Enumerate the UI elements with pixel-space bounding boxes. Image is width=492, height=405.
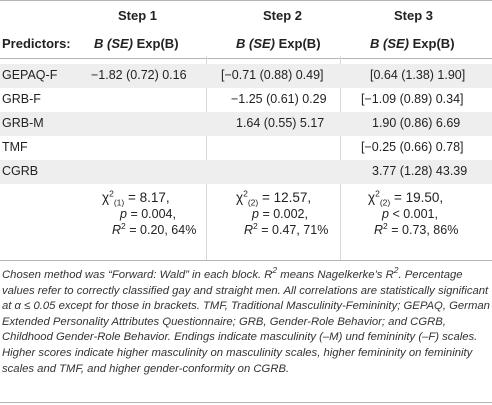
step-1-header: Step 1: [118, 8, 158, 23]
table-row: GEPAQ-F −1.82 (0.72) 0.16 [−0.71 (0.88) …: [0, 64, 492, 88]
step-1-col-label: B (SE) Exp(B): [94, 36, 179, 51]
step-3-col-label: B (SE) Exp(B): [370, 36, 455, 51]
predictors-header: Predictors:: [2, 36, 71, 51]
footnote-bottom-rule: [0, 402, 492, 403]
table-bottom-rule: [0, 260, 492, 261]
table-row: GRB-M 1.64 (0.55) 5.17 1.90 (0.86) 6.69: [0, 112, 492, 136]
table-row: CGRB 3.77 (1.28) 43.39: [0, 160, 492, 184]
step-2-header: Step 2: [263, 8, 303, 23]
header-bottom-rule: [0, 58, 492, 59]
step-3-cell: [−1.09 (0.89) 0.34]: [361, 92, 464, 106]
predictor-cell: TMF: [2, 140, 28, 154]
step-3-cell: 1.90 (0.86) 6.69: [372, 116, 461, 130]
model-fit-step-1: χ2(1) = 8.17, p = 0.004, R2 = 0.20, 64%: [102, 188, 197, 237]
step-2-cell: [−0.71 (0.88) 0.49]: [221, 68, 324, 82]
table-row: TMF [−0.25 (0.66) 0.78]: [0, 136, 492, 160]
predictor-cell: GRB-F: [2, 92, 41, 106]
table-top-rule: [0, 0, 492, 1]
predictor-cell: GRB-M: [2, 116, 44, 130]
table-footnote: Chosen method was “Forward: Wald” in eac…: [2, 265, 490, 375]
step-3-header: Step 3: [394, 8, 434, 23]
column-separator: [340, 56, 341, 260]
column-separator: [206, 56, 207, 260]
step-3-cell: 3.77 (1.28) 43.39: [372, 164, 468, 178]
step-2-cell: 1.64 (0.55) 5.17: [236, 116, 325, 130]
predictor-cell: CGRB: [2, 164, 39, 178]
table-row: GRB-F −1.25 (0.61) 0.29 [−1.09 (0.89) 0.…: [0, 88, 492, 112]
step-2-cell: −1.25 (0.61) 0.29: [231, 92, 327, 106]
step-1-cell: −1.82 (0.72) 0.16: [91, 68, 187, 82]
predictor-cell: GEPAQ-F: [2, 68, 58, 82]
step-2-col-label: B (SE) Exp(B): [236, 36, 321, 51]
step-3-cell: [−0.25 (0.66) 0.78]: [361, 140, 464, 154]
step-3-cell: [0.64 (1.38) 1.90]: [370, 68, 466, 82]
model-fit-step-2: χ2(2) = 12.57, p = 0.002, R2 = 0.47, 71%: [236, 188, 329, 237]
model-fit-step-3: χ2(2) = 19.50, p < 0.001, R2 = 0.73, 86%: [368, 188, 459, 237]
